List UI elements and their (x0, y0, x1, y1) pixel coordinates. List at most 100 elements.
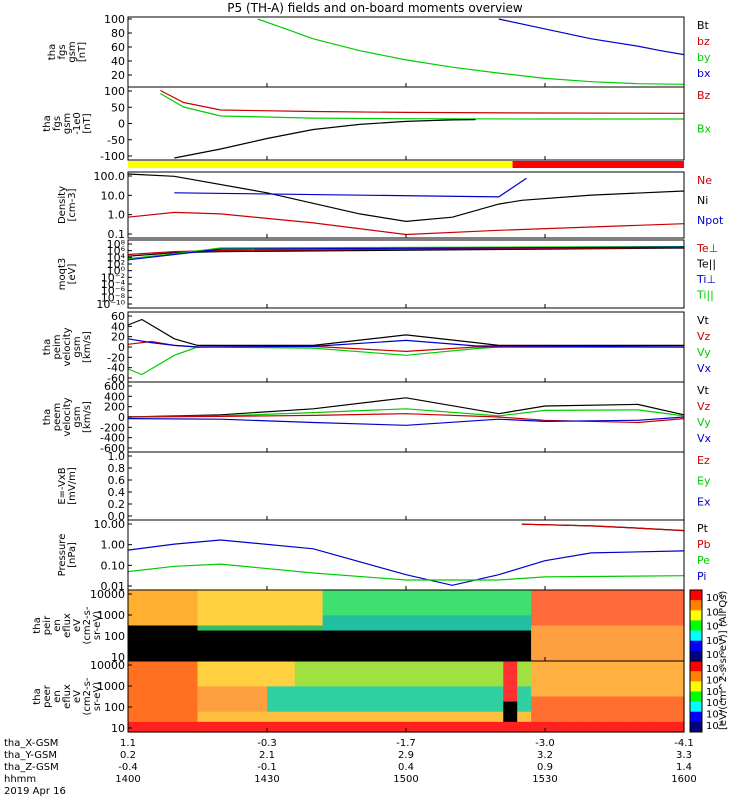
spectrogram-cell (475, 681, 490, 687)
spectrogram-cell (489, 686, 504, 693)
spectrogram-cell (503, 661, 518, 667)
spectrogram-cell (419, 716, 435, 723)
spectrogram-cell (280, 640, 296, 647)
spectrogram-cell (545, 610, 560, 616)
spectrogram-cell (308, 701, 324, 708)
spectrogram-cell (600, 600, 616, 606)
y-axis-label: velocity (62, 327, 73, 366)
spectrogram-cell (614, 671, 629, 677)
y-axis-label: tha (47, 44, 58, 60)
spectrogram-cell (155, 711, 171, 718)
spectrogram-cell (475, 666, 490, 672)
series-line-Vz (127, 413, 685, 424)
spectrogram-cell (558, 706, 574, 713)
spectrogram-cell (253, 691, 268, 698)
spectrogram-cell (364, 655, 379, 662)
spectrogram-cell (155, 696, 171, 703)
spectrogram-cell (267, 696, 282, 703)
spectrogram-cell (586, 691, 602, 698)
spectrogram-cell (614, 721, 629, 728)
spectrogram-cell (128, 635, 143, 642)
spectrogram-cell (600, 671, 616, 677)
x-tick-label: -0.4 (118, 762, 138, 773)
spectrogram-cell (600, 645, 616, 652)
spectrogram-cell (572, 726, 588, 733)
spectrogram-cell (197, 701, 212, 708)
spectrogram-cell (419, 686, 435, 693)
spectrogram-cell (558, 676, 574, 682)
spectrogram-cell (197, 645, 212, 652)
spectrogram-cell (628, 676, 643, 682)
spectrogram-cell (475, 640, 490, 647)
series-line-Vt (127, 397, 685, 418)
y-tick-label: -60 (107, 372, 125, 385)
y-tick-label: 100 (104, 630, 125, 643)
spectrogram-cell (294, 676, 310, 682)
x-tick-label: 0.4 (398, 762, 414, 773)
spectrogram-cell (294, 620, 310, 627)
spectrogram-cell (545, 671, 560, 677)
spectrogram-cell (336, 661, 351, 667)
spectrogram-cell (600, 696, 616, 703)
spectrogram-cell (531, 605, 546, 611)
spectrogram-cell (642, 620, 657, 627)
spectrogram-cell (600, 605, 616, 611)
y-tick-label: -200 (100, 421, 125, 434)
spectrogram-cell (558, 600, 574, 606)
spectrogram-cell (308, 661, 324, 667)
spectrogram-cell (433, 711, 449, 718)
spectrogram-cell (211, 600, 226, 606)
colorbar-segment (690, 711, 702, 723)
spectrogram-cell (406, 625, 421, 632)
spectrogram-cell (197, 650, 212, 657)
spectrogram-cell (280, 610, 296, 616)
spectrogram-cell (461, 635, 477, 642)
spectrogram-cell (489, 620, 504, 627)
x-tick-label: 1500 (393, 774, 418, 785)
spectrogram-cell (294, 590, 310, 596)
spectrogram-cell (364, 706, 379, 713)
legend-entry: Vx (697, 432, 712, 445)
spectrogram-cell (503, 691, 518, 698)
spectrogram-cell (364, 590, 379, 596)
spectrogram-cell (225, 635, 240, 642)
spectrogram-cell (670, 620, 685, 627)
spectrogram-cell (503, 681, 518, 687)
spectrogram-cell (211, 666, 226, 672)
y-axis-label: gsm (72, 336, 83, 357)
y-tick-label: 10² (107, 258, 125, 271)
spectrogram-cell (475, 706, 490, 713)
spectrogram-cell (517, 711, 532, 718)
spectrogram-cell (239, 645, 254, 652)
spectrogram-cell (614, 595, 629, 601)
spectrogram-cell (364, 625, 379, 632)
spectrogram-cell (392, 726, 407, 733)
spectrogram-cell (350, 726, 365, 733)
spectrogram-cell (642, 610, 657, 616)
colorbar-tick-label: 10³ (706, 710, 723, 721)
spectrogram-cell (336, 706, 351, 713)
spectrogram-cell (475, 605, 490, 611)
spectrogram-cell (225, 640, 240, 647)
spectrogram-cell (155, 645, 171, 652)
y-tick-label: 10⁴ (107, 251, 126, 264)
spectrogram-cell (392, 686, 407, 693)
legend-entry: Bx (697, 123, 712, 136)
spectrogram-cell (447, 676, 463, 682)
y-tick-label: 400 (104, 390, 125, 403)
spectrogram-cell (280, 595, 296, 601)
spectrogram-cell (350, 696, 365, 703)
spectrogram-cell (155, 671, 171, 677)
spectrogram-cell (197, 595, 212, 601)
legend-entry: Ni (697, 194, 708, 207)
spectrogram-cell (253, 716, 268, 723)
spectrogram-cell (350, 706, 365, 713)
spectrogram-cell (280, 691, 296, 698)
spectrogram-cell (572, 640, 588, 647)
spectrogram-cell (406, 610, 421, 616)
spectrogram-cell (475, 625, 490, 632)
y-tick-label: 1.00 (101, 539, 126, 552)
spectrogram-cell (392, 706, 407, 713)
x-tick-label: -3.0 (535, 738, 555, 749)
spectrogram-cell (378, 610, 393, 616)
